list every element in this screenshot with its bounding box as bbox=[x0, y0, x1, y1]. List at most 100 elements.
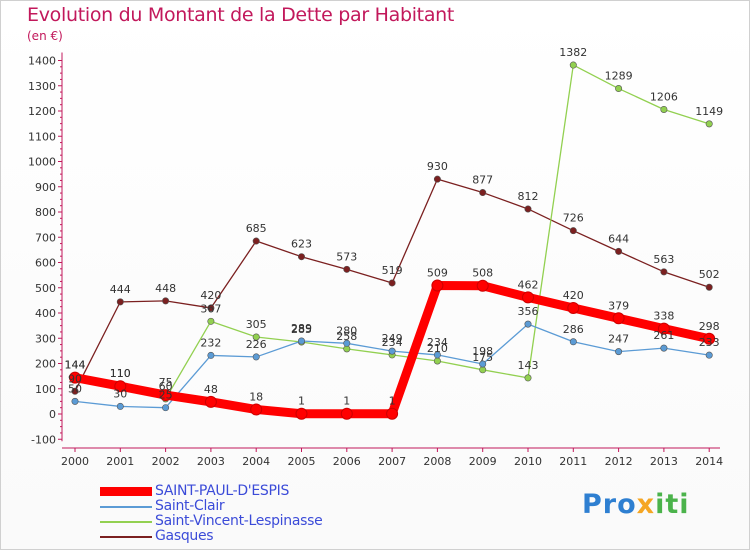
data-label: 286 bbox=[563, 323, 584, 336]
data-label: 1149 bbox=[695, 105, 723, 118]
y-tick-label: 1000 bbox=[28, 156, 56, 169]
data-point bbox=[569, 338, 577, 346]
y-tick-label: 0 bbox=[49, 408, 56, 421]
legend-swatch bbox=[100, 521, 152, 523]
data-point bbox=[252, 237, 260, 245]
data-point bbox=[71, 397, 79, 405]
y-tick-label: 1100 bbox=[28, 130, 56, 143]
data-label: 210 bbox=[427, 342, 448, 355]
data-label: 25 bbox=[159, 389, 173, 402]
data-label: 249 bbox=[382, 332, 403, 345]
data-label: 298 bbox=[699, 320, 720, 333]
series-saint-paul-d-espis bbox=[69, 279, 716, 420]
x-tick-label: 2007 bbox=[378, 455, 406, 468]
data-label: 509 bbox=[427, 266, 448, 279]
data-point bbox=[116, 298, 124, 306]
data-label: 356 bbox=[518, 305, 539, 318]
data-point bbox=[476, 279, 489, 292]
chart-plot: -100 0 100 200 300 400 500 600 700 800 900 1000 1100… bbox=[28, 46, 723, 468]
data-label: 48 bbox=[204, 383, 218, 396]
x-tick-label: 2000 bbox=[61, 455, 89, 468]
data-label: 338 bbox=[653, 310, 674, 323]
data-point bbox=[479, 189, 487, 197]
legend-label: Gasques bbox=[155, 528, 214, 544]
series-saint-clair bbox=[71, 320, 713, 412]
data-label: 60 bbox=[159, 380, 173, 393]
data-label: 420 bbox=[200, 289, 221, 302]
data-point bbox=[204, 395, 217, 408]
y-tick-label: 500 bbox=[35, 282, 56, 295]
data-label: 226 bbox=[246, 338, 267, 351]
legend-label: Saint-Vincent-Lespinasse bbox=[155, 513, 323, 529]
y-tick-label: 600 bbox=[35, 257, 56, 270]
data-point bbox=[114, 380, 127, 393]
data-label: 563 bbox=[653, 253, 674, 266]
x-tick-label: 2011 bbox=[559, 455, 587, 468]
data-point bbox=[705, 351, 713, 359]
data-label: 379 bbox=[608, 299, 629, 312]
data-label: 143 bbox=[518, 359, 539, 372]
data-label: 444 bbox=[110, 283, 131, 296]
x-tick-label: 2002 bbox=[152, 455, 180, 468]
data-point bbox=[162, 297, 170, 305]
data-point bbox=[433, 357, 441, 365]
data-point bbox=[569, 227, 577, 235]
data-label: 685 bbox=[246, 222, 267, 235]
x-tick-label: 2006 bbox=[333, 455, 361, 468]
data-point bbox=[657, 322, 670, 335]
data-point bbox=[660, 105, 668, 113]
data-point bbox=[297, 337, 305, 345]
data-label: 623 bbox=[291, 238, 312, 251]
data-point bbox=[524, 320, 532, 328]
data-point bbox=[431, 279, 444, 292]
data-label: 812 bbox=[518, 190, 539, 203]
data-point bbox=[297, 253, 305, 261]
data-label: 573 bbox=[336, 250, 357, 263]
data-point bbox=[615, 348, 623, 356]
data-point bbox=[615, 85, 623, 93]
y-tick-label: 800 bbox=[35, 206, 56, 219]
data-point bbox=[388, 347, 396, 355]
legend-swatch bbox=[100, 487, 152, 496]
y-tick-label: 300 bbox=[35, 332, 56, 345]
data-point bbox=[388, 279, 396, 287]
data-label: 110 bbox=[110, 367, 131, 380]
data-label: 261 bbox=[653, 329, 674, 342]
data-point bbox=[207, 304, 215, 312]
chart-unit: (en €) bbox=[27, 29, 63, 43]
data-point bbox=[71, 387, 79, 395]
data-label: 644 bbox=[608, 232, 629, 245]
data-label: 289 bbox=[291, 322, 312, 335]
data-point bbox=[569, 61, 577, 69]
data-label: 1289 bbox=[605, 70, 633, 83]
data-point bbox=[705, 283, 713, 291]
data-label: 234 bbox=[427, 336, 448, 349]
data-label: 462 bbox=[518, 278, 539, 291]
data-point bbox=[252, 333, 260, 341]
y-tick-label: 1300 bbox=[28, 80, 56, 93]
data-label: 233 bbox=[699, 336, 720, 349]
data-point bbox=[207, 351, 215, 359]
data-label: 198 bbox=[472, 345, 493, 358]
chart-title: Evolution du Montant de la Dette par Hab… bbox=[27, 4, 455, 26]
data-label: 367 bbox=[200, 302, 221, 315]
data-point bbox=[705, 120, 713, 128]
data-label: 285 bbox=[291, 323, 312, 336]
data-point bbox=[660, 344, 668, 352]
data-label: 232 bbox=[200, 336, 221, 349]
data-label: 110 bbox=[110, 367, 131, 380]
y-tick-label: 900 bbox=[35, 181, 56, 194]
x-tick-label: 2012 bbox=[605, 455, 633, 468]
data-point bbox=[524, 374, 532, 382]
data-label: 502 bbox=[699, 268, 720, 281]
y-tick-label: 1400 bbox=[28, 55, 56, 68]
data-label: 247 bbox=[608, 333, 629, 346]
data-point bbox=[567, 301, 580, 314]
data-point bbox=[660, 268, 668, 276]
data-label: 18 bbox=[249, 390, 263, 403]
y-tick-label: 700 bbox=[35, 231, 56, 244]
x-tick-label: 2005 bbox=[288, 455, 316, 468]
data-point bbox=[69, 371, 81, 384]
data-label: 305 bbox=[246, 318, 267, 331]
data-point bbox=[612, 312, 625, 325]
